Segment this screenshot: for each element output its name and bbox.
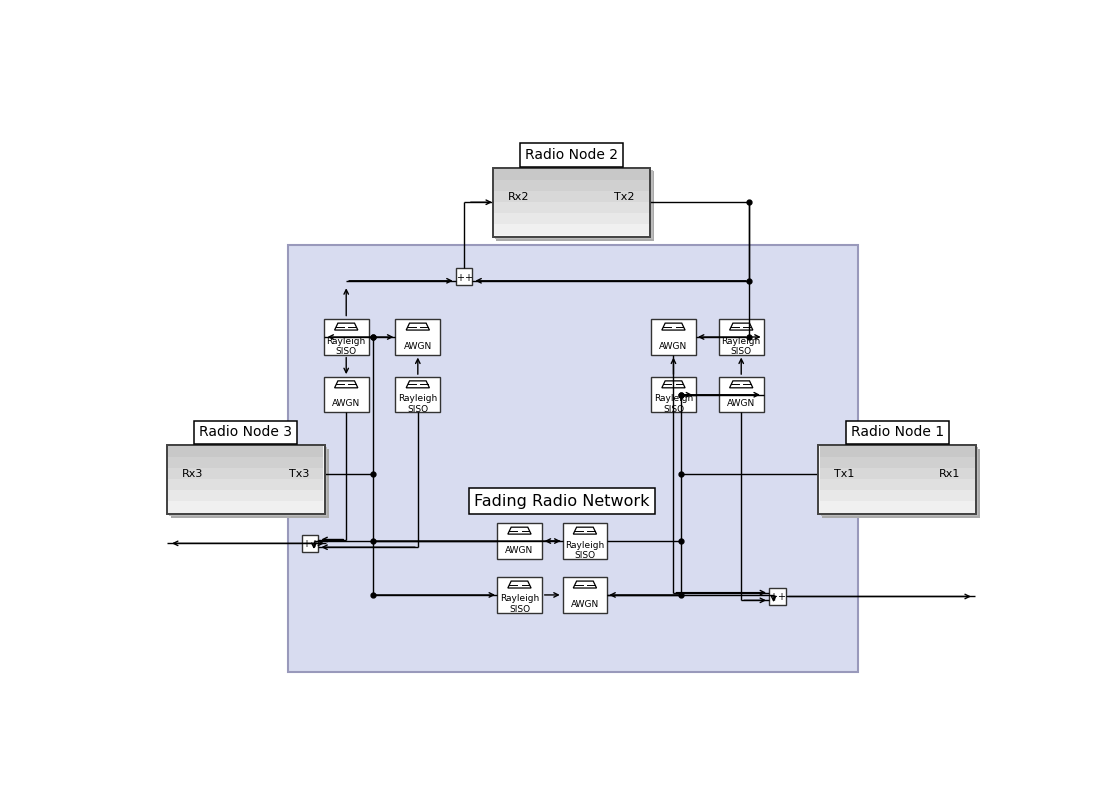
Text: AWGN: AWGN (659, 342, 688, 351)
Text: +: + (302, 539, 310, 549)
Text: Rayleigh
SISO: Rayleigh SISO (398, 394, 437, 414)
FancyBboxPatch shape (494, 224, 649, 235)
Text: Rx1: Rx1 (939, 469, 961, 479)
Text: Rayleigh
SISO: Rayleigh SISO (565, 541, 604, 560)
Text: +: + (777, 593, 785, 602)
Text: Tx1: Tx1 (834, 469, 854, 479)
Text: Rayleigh
SISO: Rayleigh SISO (721, 337, 760, 356)
FancyBboxPatch shape (563, 577, 608, 612)
FancyBboxPatch shape (719, 320, 764, 355)
Text: Tx3: Tx3 (289, 469, 309, 479)
Text: +: + (456, 273, 464, 283)
FancyBboxPatch shape (563, 523, 608, 559)
FancyBboxPatch shape (494, 169, 649, 181)
FancyBboxPatch shape (820, 446, 975, 458)
FancyBboxPatch shape (820, 457, 975, 469)
FancyBboxPatch shape (820, 468, 975, 479)
FancyBboxPatch shape (494, 213, 649, 224)
Text: Rx3: Rx3 (182, 469, 204, 479)
FancyBboxPatch shape (168, 446, 323, 458)
FancyBboxPatch shape (769, 588, 786, 605)
FancyBboxPatch shape (822, 449, 980, 518)
Text: +: + (769, 593, 777, 602)
FancyBboxPatch shape (396, 320, 440, 355)
Text: AWGN: AWGN (727, 400, 755, 408)
FancyBboxPatch shape (168, 468, 323, 479)
FancyBboxPatch shape (719, 377, 764, 412)
FancyBboxPatch shape (821, 447, 978, 516)
FancyBboxPatch shape (495, 170, 652, 239)
Text: Tx2: Tx2 (614, 192, 634, 201)
Text: Radio Node 3: Radio Node 3 (200, 426, 292, 439)
FancyBboxPatch shape (820, 501, 975, 512)
Text: AWGN: AWGN (404, 342, 432, 351)
FancyBboxPatch shape (396, 377, 440, 412)
FancyBboxPatch shape (168, 457, 323, 469)
FancyBboxPatch shape (168, 501, 323, 512)
FancyBboxPatch shape (497, 577, 542, 612)
FancyBboxPatch shape (496, 172, 655, 241)
FancyBboxPatch shape (651, 377, 696, 412)
FancyBboxPatch shape (493, 168, 650, 237)
Text: Radio Node 2: Radio Node 2 (525, 148, 618, 162)
FancyBboxPatch shape (494, 180, 649, 191)
Text: Rayleigh
SISO: Rayleigh SISO (653, 394, 694, 414)
FancyBboxPatch shape (323, 320, 369, 355)
FancyBboxPatch shape (323, 377, 369, 412)
FancyBboxPatch shape (820, 479, 975, 491)
FancyBboxPatch shape (494, 190, 649, 202)
Text: AWGN: AWGN (332, 400, 360, 408)
FancyBboxPatch shape (820, 490, 975, 502)
FancyBboxPatch shape (167, 445, 324, 514)
FancyBboxPatch shape (168, 490, 323, 502)
Text: Rayleigh
SISO: Rayleigh SISO (500, 594, 539, 614)
Text: +: + (310, 539, 318, 549)
FancyBboxPatch shape (456, 268, 473, 286)
Text: Fading Radio Network: Fading Radio Network (474, 493, 650, 508)
FancyBboxPatch shape (169, 447, 327, 516)
Text: AWGN: AWGN (505, 545, 534, 555)
Text: AWGN: AWGN (571, 600, 599, 608)
FancyBboxPatch shape (168, 479, 323, 491)
Text: Rx2: Rx2 (508, 192, 530, 201)
FancyBboxPatch shape (818, 445, 976, 514)
FancyBboxPatch shape (301, 535, 319, 552)
Text: Radio Node 1: Radio Node 1 (851, 426, 943, 439)
FancyBboxPatch shape (171, 449, 329, 518)
FancyBboxPatch shape (289, 245, 859, 672)
FancyBboxPatch shape (497, 523, 542, 559)
FancyBboxPatch shape (651, 320, 696, 355)
Text: Rayleigh
SISO: Rayleigh SISO (327, 337, 366, 356)
FancyBboxPatch shape (494, 202, 649, 214)
Text: +: + (464, 273, 472, 283)
